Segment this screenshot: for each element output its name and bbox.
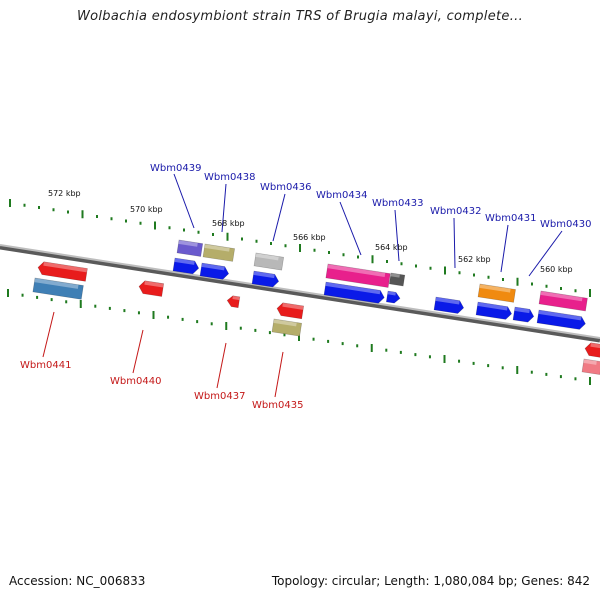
- gene-feature[interactable]: [251, 270, 280, 288]
- scale-label: 560 kbp: [540, 265, 573, 274]
- scale-label: 568 kbp: [212, 219, 245, 228]
- scale-label: 570 kbp: [130, 205, 163, 214]
- gene-feature[interactable]: [433, 296, 465, 314]
- leader-line: [500, 224, 509, 273]
- leader-line: [42, 311, 55, 358]
- scale-label: 566 kbp: [293, 233, 326, 242]
- gene-label-wbm0441[interactable]: Wbm0441: [20, 360, 71, 371]
- gene-feature[interactable]: [584, 342, 600, 358]
- topology-text: Topology: circular; Length: 1,080,084 bp…: [271, 574, 590, 588]
- gene-feature[interactable]: [581, 358, 600, 375]
- gene-feature[interactable]: [32, 277, 84, 300]
- leader-line: [339, 201, 362, 256]
- gene-feature[interactable]: [512, 306, 535, 323]
- accession-text: Accession: NC_006833: [9, 574, 146, 588]
- gene-feature[interactable]: [253, 252, 285, 271]
- genome-backbone: [0, 244, 600, 339]
- tick-track-bottom: [7, 289, 591, 385]
- tick-track-top: [9, 199, 591, 297]
- gene-label-wbm0434[interactable]: Wbm0434: [316, 190, 367, 201]
- leader-line: [274, 351, 284, 398]
- map-title: Wolbachia endosymbiont strain TRS of Bru…: [76, 9, 524, 24]
- gene-feature[interactable]: [475, 301, 513, 320]
- gene-label-wbm0437[interactable]: Wbm0437: [194, 391, 245, 402]
- leader-line: [272, 193, 286, 242]
- gene-label-wbm0439[interactable]: Wbm0439: [150, 163, 201, 174]
- gene-feature[interactable]: [536, 309, 586, 330]
- gene-feature[interactable]: [37, 261, 88, 282]
- gene-feature[interactable]: [172, 257, 200, 275]
- gene-label-wbm0430[interactable]: Wbm0430: [540, 219, 591, 230]
- scale-label: 562 kbp: [458, 255, 491, 264]
- gene-feature[interactable]: [538, 290, 588, 312]
- gene-feature[interactable]: [276, 302, 305, 320]
- leader-line: [216, 342, 227, 389]
- scale-label: 564 kbp: [375, 243, 408, 252]
- gene-feature[interactable]: [325, 263, 391, 288]
- gene-label-wbm0435[interactable]: Wbm0435: [252, 400, 303, 411]
- leader-line: [394, 209, 400, 262]
- gene-feature[interactable]: [226, 295, 241, 309]
- leader-line: [221, 183, 227, 233]
- gene-label-wbm0433[interactable]: Wbm0433: [372, 198, 423, 209]
- genome-backbone-shadow: [0, 244, 600, 343]
- gene-feature[interactable]: [199, 262, 230, 280]
- gene-feature[interactable]: [202, 243, 235, 262]
- gene-feature[interactable]: [138, 280, 165, 297]
- gene-feature[interactable]: [323, 281, 385, 304]
- leader-line: [132, 329, 144, 374]
- gene-feature[interactable]: [477, 283, 516, 303]
- gene-label-wbm0432[interactable]: Wbm0432: [430, 206, 481, 217]
- leader-line: [173, 173, 195, 229]
- gene-feature[interactable]: [176, 239, 204, 257]
- leader-line: [528, 230, 563, 277]
- gene-label-wbm0431[interactable]: Wbm0431: [485, 213, 536, 224]
- gene-label-wbm0436[interactable]: Wbm0436: [260, 182, 311, 193]
- scale-label: 572 kbp: [48, 189, 81, 198]
- gene-feature[interactable]: [388, 272, 406, 287]
- gene-label-wbm0438[interactable]: Wbm0438: [204, 172, 255, 183]
- gene-feature[interactable]: [271, 318, 303, 337]
- leader-line: [453, 217, 456, 269]
- gene-feature[interactable]: [385, 290, 401, 304]
- gene-label-wbm0440[interactable]: Wbm0440: [110, 376, 161, 387]
